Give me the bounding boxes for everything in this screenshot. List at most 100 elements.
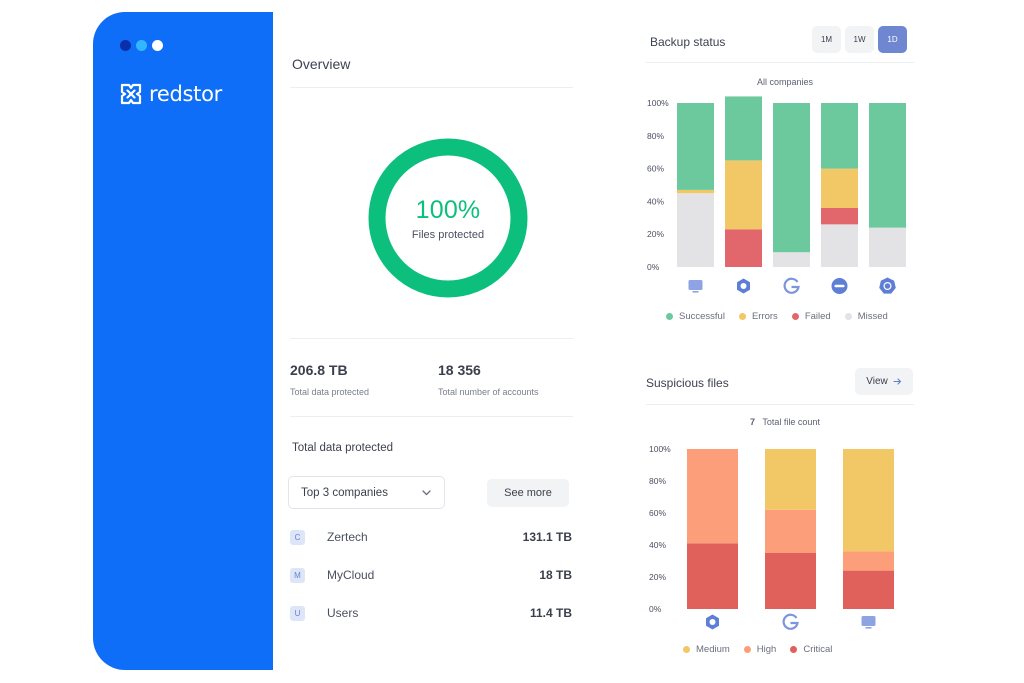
bar-segment-successful[interactable]: [773, 103, 810, 253]
y-tick-label: 60%: [647, 164, 664, 174]
stat-value: 206.8 TB: [290, 362, 348, 378]
overview-title: Overview: [292, 56, 351, 72]
total-data-title: Total data protected: [292, 442, 394, 454]
redstor-logo-icon: [120, 83, 142, 105]
period-1d-button[interactable]: 1D: [878, 26, 907, 53]
backup-status-chart: 0% 20% 40% 60% 80% 100%: [647, 96, 906, 294]
bar-segment-successful[interactable]: [869, 103, 906, 228]
legend-swatch: [683, 646, 690, 653]
bar-segment-errors[interactable]: [677, 189, 714, 194]
legend-item[interactable]: Critical: [790, 644, 832, 655]
monitor-icon: [861, 616, 876, 629]
y-tick-label: 0%: [647, 262, 660, 272]
company-name: Zertech: [327, 530, 368, 544]
brand-logo[interactable]: redstor: [119, 82, 222, 106]
bar-segment-critical[interactable]: [765, 553, 816, 609]
legend-swatch: [666, 313, 673, 320]
divider: [290, 338, 573, 339]
y-tick-label: 100%: [649, 444, 671, 454]
divider: [290, 87, 573, 88]
y-tick-label: 100%: [647, 98, 669, 108]
hexagon-icon: [706, 614, 719, 630]
legend-item[interactable]: High: [743, 644, 777, 655]
backup-status-title: Backup status: [650, 35, 726, 49]
company-badge: M: [290, 567, 305, 583]
suspicious-files-title: Suspicious files: [646, 376, 729, 390]
cloud-icon: [831, 278, 848, 294]
sidebar: redstor: [93, 12, 273, 670]
divider: [646, 62, 914, 63]
bar-segment-missed[interactable]: [821, 224, 858, 267]
period-1w-button[interactable]: 1W: [845, 26, 874, 53]
bar-segment-medium[interactable]: [843, 449, 894, 552]
legend-item[interactable]: Successful: [666, 311, 725, 322]
company-value: 18 TB: [539, 568, 572, 582]
y-tick-label: 80%: [647, 131, 664, 141]
suspicious-files-chart: 0% 20% 40% 60% 80% 100%: [649, 444, 894, 630]
see-more-button[interactable]: See more: [487, 479, 569, 507]
donut-label: Files protected: [411, 228, 485, 241]
overview-panel: Overview 100% Files protected 206.8 TB T…: [273, 0, 583, 683]
legend-item[interactable]: Missed: [844, 311, 888, 322]
company-name: Users: [327, 606, 359, 620]
legend-label: Failed: [804, 311, 831, 322]
legend-swatch: [791, 313, 799, 320]
bar-segment-missed[interactable]: [773, 252, 810, 267]
legend-swatch: [738, 313, 746, 320]
divider: [646, 404, 914, 405]
legend-item[interactable]: Medium: [683, 644, 730, 655]
view-button[interactable]: View: [855, 368, 913, 395]
file-count-label: Total file count: [762, 417, 820, 427]
bar-segment-critical[interactable]: [687, 543, 738, 609]
company-row[interactable]: U Users 11.4 TB: [290, 603, 572, 623]
legend-swatch: [743, 646, 751, 653]
bar-segment-missed[interactable]: [677, 193, 714, 267]
bar-segment-failed[interactable]: [725, 229, 762, 267]
y-tick-label: 40%: [647, 196, 664, 206]
files-protected-donut: 100% Files protected: [368, 138, 528, 298]
bar-segment-errors[interactable]: [821, 168, 858, 208]
bar-segment-missed[interactable]: [869, 227, 906, 267]
window-dots: [120, 40, 163, 51]
stat-total-data: 206.8 TB Total data protected: [290, 362, 369, 397]
company-name: MyCloud: [327, 568, 375, 582]
companies-dropdown[interactable]: Top 3 companies: [288, 476, 445, 509]
kubernetes-icon: [879, 277, 896, 294]
legend-label: Errors: [751, 311, 778, 322]
bar-segment-errors[interactable]: [725, 160, 762, 230]
bar-segment-successful[interactable]: [821, 103, 858, 169]
legend-swatch: [844, 313, 852, 320]
bar-segment-successful[interactable]: [677, 103, 714, 190]
bar-segment-high[interactable]: [687, 449, 738, 544]
backup-chart-caption: All companies: [756, 77, 814, 87]
donut-text: 100% Files protected: [368, 138, 528, 298]
company-row[interactable]: C Zertech 131.1 TB: [290, 527, 572, 547]
window-dot-dark: [120, 40, 131, 51]
stat-value: 18 356: [438, 362, 481, 378]
bar-segment-failed[interactable]: [821, 207, 858, 225]
window-dot-white: [152, 40, 163, 51]
company-row[interactable]: M MyCloud 18 TB: [290, 565, 572, 585]
stat-label: Total number of accounts: [438, 387, 539, 397]
stat-total-accounts: 18 356 Total number of accounts: [438, 362, 539, 397]
period-1m-button[interactable]: 1M: [812, 26, 841, 53]
bar-segment-successful[interactable]: [725, 96, 762, 161]
legend-item[interactable]: Errors: [738, 311, 778, 322]
arrow-right-icon: [893, 378, 901, 385]
company-value: 131.1 TB: [522, 530, 572, 544]
donut-arc: [368, 138, 528, 298]
legend-item[interactable]: Failed: [791, 311, 831, 322]
legend-label: High: [756, 644, 777, 655]
y-tick-label: 20%: [649, 572, 666, 582]
company-value: 11.4 TB: [529, 606, 572, 620]
bar-segment-high[interactable]: [843, 551, 894, 571]
y-tick-label: 60%: [649, 508, 666, 518]
bar-segment-critical[interactable]: [843, 570, 894, 609]
bar-segment-medium[interactable]: [765, 449, 816, 510]
brand-name: redstor: [149, 82, 222, 106]
view-button-label: View: [866, 376, 888, 387]
dropdown-value: Top 3 companies: [301, 486, 388, 499]
bar-segment-high[interactable]: [765, 509, 816, 553]
y-tick-label: 80%: [649, 476, 666, 486]
chevron-down-icon: [422, 490, 431, 496]
